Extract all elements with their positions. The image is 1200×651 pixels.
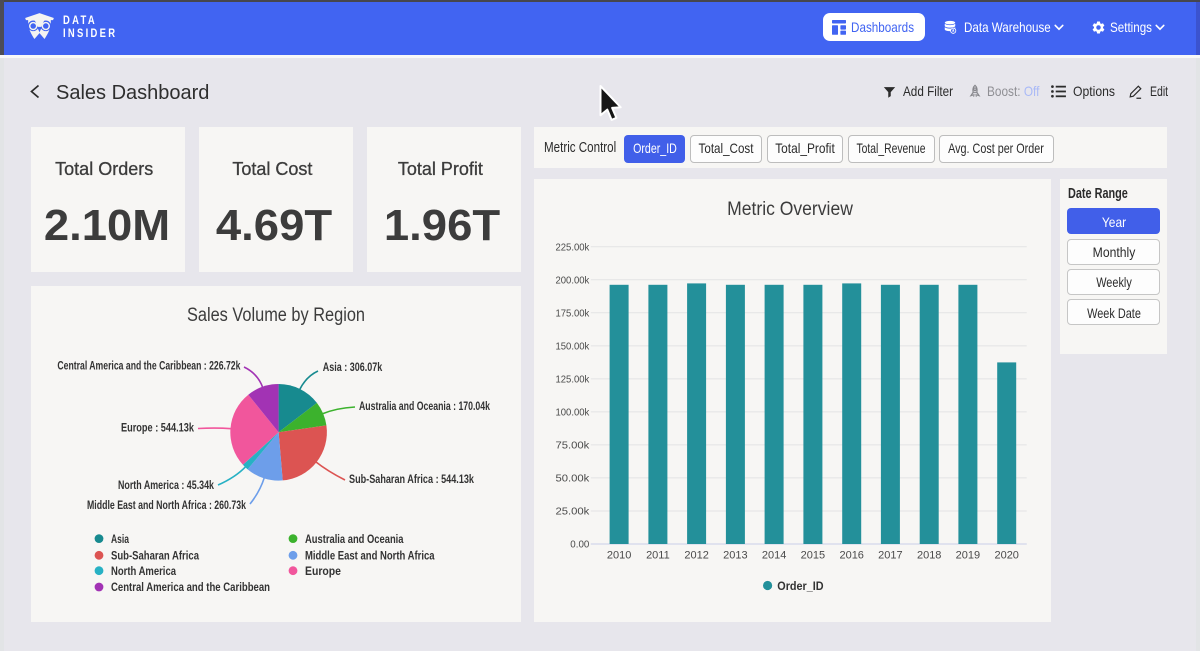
svg-text:175.00k: 175.00k [556, 307, 590, 319]
svg-text:2016: 2016 [839, 550, 863, 562]
svg-text:Order_ID: Order_ID [777, 579, 824, 593]
svg-text:2015: 2015 [801, 550, 825, 562]
svg-text:Asia: Asia [111, 534, 129, 546]
svg-text:Europe: Europe [305, 566, 341, 578]
svg-text:25.00k: 25.00k [556, 506, 591, 518]
svg-text:Australia and Oceania: Australia and Oceania [305, 534, 404, 546]
svg-text:Europe : 544.13k: Europe : 544.13k [121, 423, 194, 435]
svg-text:2018: 2018 [917, 550, 941, 562]
svg-text:Central America and the Caribb: Central America and the Caribbean [111, 582, 270, 594]
svg-text:Middle East and North Africa :: Middle East and North Africa : 260.73k [87, 500, 246, 512]
svg-text:Central America and the Caribb: Central America and the Caribbean : 226.… [57, 361, 240, 373]
svg-text:50.00k: 50.00k [556, 473, 591, 485]
svg-text:2020: 2020 [994, 550, 1018, 562]
svg-text:2012: 2012 [684, 550, 708, 562]
svg-text:2014: 2014 [762, 550, 786, 562]
svg-text:100.00k: 100.00k [556, 407, 590, 419]
svg-text:2017: 2017 [878, 550, 902, 562]
svg-text:Asia : 306.07k: Asia : 306.07k [323, 362, 383, 374]
svg-text:North America: North America [111, 566, 176, 578]
svg-text:2013: 2013 [723, 550, 747, 562]
svg-text:2019: 2019 [956, 550, 980, 562]
svg-text:150.00k: 150.00k [556, 341, 590, 353]
svg-text:225.00k: 225.00k [556, 241, 590, 253]
svg-text:2011: 2011 [646, 550, 670, 562]
svg-text:2010: 2010 [607, 550, 631, 562]
svg-text:North America : 45.34k: North America : 45.34k [118, 480, 214, 492]
svg-text:200.00k: 200.00k [556, 274, 590, 286]
svg-text:0.00: 0.00 [570, 539, 589, 551]
svg-text:Sub-Saharan Africa : 544.13k: Sub-Saharan Africa : 544.13k [349, 474, 474, 486]
svg-text:Australia and Oceania : 170.04: Australia and Oceania : 170.04k [359, 401, 490, 413]
svg-text:Middle East and North Africa: Middle East and North Africa [305, 551, 435, 563]
svg-text:75.00k: 75.00k [556, 440, 591, 452]
svg-text:Sub-Saharan Africa: Sub-Saharan Africa [111, 551, 199, 563]
svg-text:125.00k: 125.00k [556, 374, 590, 386]
